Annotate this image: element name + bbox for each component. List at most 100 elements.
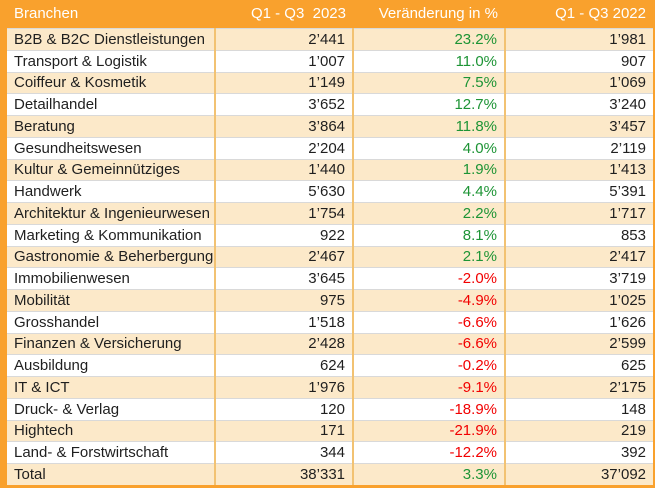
table-body: B2B & B2C Dienstleistungen 2’441 23.2% 1’98… bbox=[7, 28, 653, 486]
table-row: Land- & Forstwirtschaft 344 -12.2% 392 bbox=[7, 441, 653, 464]
header-branchen: Branchen bbox=[7, 0, 215, 29]
value-2023-cell: 1’440 bbox=[214, 158, 353, 181]
value-2023-cell: 3’645 bbox=[214, 267, 353, 290]
value-2023-cell: 3’864 bbox=[214, 115, 353, 138]
branche-cell: Gesundheitswesen bbox=[7, 136, 215, 159]
change-cell: -4.9% bbox=[352, 289, 505, 312]
change-cell: -6.6% bbox=[352, 310, 505, 333]
table-header: Branchen Q1 - Q3 2023 Veränderung in % Q… bbox=[7, 0, 653, 29]
table-row: Beratung 3’864 11.8% 3’457 bbox=[7, 115, 653, 138]
change-cell: -0.2% bbox=[352, 354, 505, 377]
change-cell: 4.0% bbox=[352, 136, 505, 159]
change-cell: -9.1% bbox=[352, 376, 505, 399]
value-2023-cell: 5’630 bbox=[214, 180, 353, 203]
value-2023-cell: 38’331 bbox=[214, 463, 353, 486]
header-q1-q3-2022: Q1 - Q3 2022 bbox=[505, 0, 653, 29]
change-cell: 23.2% bbox=[352, 28, 505, 51]
value-2022-cell: 3’457 bbox=[504, 115, 653, 138]
change-cell: 12.7% bbox=[352, 93, 505, 116]
branche-cell: IT & ICT bbox=[7, 376, 215, 399]
header-veraenderung: Veränderung in % bbox=[353, 0, 505, 29]
table-row: Gastronomie & Beherbergung 2’467 2.1% 2’417 bbox=[7, 245, 653, 268]
table-row: Finanzen & Versicherung 2’428 -6.6% 2’599 bbox=[7, 332, 653, 355]
branche-cell: Hightech bbox=[7, 419, 215, 442]
value-2023-cell: 1’976 bbox=[214, 376, 353, 399]
branche-cell: Detailhandel bbox=[7, 93, 215, 116]
change-cell: -6.6% bbox=[352, 332, 505, 355]
table-row: Gesundheitswesen 2’204 4.0% 2’119 bbox=[7, 136, 653, 159]
change-cell: 4.4% bbox=[352, 180, 505, 203]
value-2022-cell: 1’413 bbox=[504, 158, 653, 181]
value-2023-cell: 1’149 bbox=[214, 71, 353, 94]
value-2022-cell: 3’240 bbox=[504, 93, 653, 116]
value-2022-cell: 5’391 bbox=[504, 180, 653, 203]
table-row-total: Total 38’331 3.3% 37’092 bbox=[7, 463, 653, 486]
change-cell: 1.9% bbox=[352, 158, 505, 181]
table-row: Hightech 171 -21.9% 219 bbox=[7, 419, 653, 442]
branche-cell: Immobilienwesen bbox=[7, 267, 215, 290]
value-2023-cell: 2’428 bbox=[214, 332, 353, 355]
branche-cell: Grosshandel bbox=[7, 310, 215, 333]
value-2022-cell: 907 bbox=[504, 49, 653, 72]
value-2022-cell: 148 bbox=[504, 397, 653, 420]
header-row: Branchen Q1 - Q3 2023 Veränderung in % Q… bbox=[7, 0, 653, 29]
table-row: Druck- & Verlag 120 -18.9% 148 bbox=[7, 397, 653, 420]
value-2023-cell: 2’467 bbox=[214, 245, 353, 268]
branche-cell: Ausbildung bbox=[7, 354, 215, 377]
branche-cell: Total bbox=[7, 463, 215, 486]
branche-cell: Gastronomie & Beherbergung bbox=[7, 245, 215, 268]
table-row: Architektur & Ingenieurwesen 1’754 2.2% 1’7… bbox=[7, 202, 653, 225]
value-2023-cell: 120 bbox=[214, 397, 353, 420]
value-2022-cell: 392 bbox=[504, 441, 653, 464]
value-2022-cell: 37’092 bbox=[504, 463, 653, 486]
branche-cell: Beratung bbox=[7, 115, 215, 138]
value-2022-cell: 2’119 bbox=[504, 136, 653, 159]
table-row: Detailhandel 3’652 12.7% 3’240 bbox=[7, 93, 653, 116]
change-cell: -2.0% bbox=[352, 267, 505, 290]
branche-cell: Finanzen & Versicherung bbox=[7, 332, 215, 355]
value-2022-cell: 1’025 bbox=[504, 289, 653, 312]
value-2022-cell: 625 bbox=[504, 354, 653, 377]
table-row: Coiffeur & Kosmetik 1’149 7.5% 1’069 bbox=[7, 71, 653, 94]
value-2022-cell: 219 bbox=[504, 419, 653, 442]
branche-cell: Mobilität bbox=[7, 289, 215, 312]
branche-cell: Kultur & Gemeinnütziges bbox=[7, 158, 215, 181]
value-2023-cell: 2’441 bbox=[214, 28, 353, 51]
branche-cell: Land- & Forstwirtschaft bbox=[7, 441, 215, 464]
value-2022-cell: 2’599 bbox=[504, 332, 653, 355]
value-2022-cell: 1’717 bbox=[504, 202, 653, 225]
value-2022-cell: 1’626 bbox=[504, 310, 653, 333]
table-row: Transport & Logistik 1’007 11.0% 907 bbox=[7, 49, 653, 72]
value-2022-cell: 1’981 bbox=[504, 28, 653, 51]
change-cell: 3.3% bbox=[352, 463, 505, 486]
change-cell: 7.5% bbox=[352, 71, 505, 94]
branche-cell: B2B & B2C Dienstleistungen bbox=[7, 28, 215, 51]
value-2022-cell: 2’175 bbox=[504, 376, 653, 399]
header-q1-q3-2023: Q1 - Q3 2023 bbox=[215, 0, 353, 29]
branchen-table: Branchen Q1 - Q3 2023 Veränderung in % Q… bbox=[7, 0, 653, 486]
change-cell: 11.8% bbox=[352, 115, 505, 138]
value-2023-cell: 2’204 bbox=[214, 136, 353, 159]
table-row: Immobilienwesen 3’645 -2.0% 3’719 bbox=[7, 267, 653, 290]
table-row: Grosshandel 1’518 -6.6% 1’626 bbox=[7, 310, 653, 333]
table-row: Kultur & Gemeinnütziges 1’440 1.9% 1’413 bbox=[7, 158, 653, 181]
branche-cell: Handwerk bbox=[7, 180, 215, 203]
value-2023-cell: 975 bbox=[214, 289, 353, 312]
change-cell: -21.9% bbox=[352, 419, 505, 442]
table-row: IT & ICT 1’976 -9.1% 2’175 bbox=[7, 376, 653, 399]
value-2022-cell: 1’069 bbox=[504, 71, 653, 94]
value-2023-cell: 344 bbox=[214, 441, 353, 464]
value-2023-cell: 922 bbox=[214, 223, 353, 246]
table-row: Handwerk 5’630 4.4% 5’391 bbox=[7, 180, 653, 203]
branche-cell: Architektur & Ingenieurwesen bbox=[7, 202, 215, 225]
change-cell: 8.1% bbox=[352, 223, 505, 246]
change-cell: -12.2% bbox=[352, 441, 505, 464]
value-2023-cell: 624 bbox=[214, 354, 353, 377]
change-cell: 2.1% bbox=[352, 245, 505, 268]
table-row: Ausbildung 624 -0.2% 625 bbox=[7, 354, 653, 377]
value-2022-cell: 2’417 bbox=[504, 245, 653, 268]
change-cell: -18.9% bbox=[352, 397, 505, 420]
branche-cell: Coiffeur & Kosmetik bbox=[7, 71, 215, 94]
value-2023-cell: 171 bbox=[214, 419, 353, 442]
